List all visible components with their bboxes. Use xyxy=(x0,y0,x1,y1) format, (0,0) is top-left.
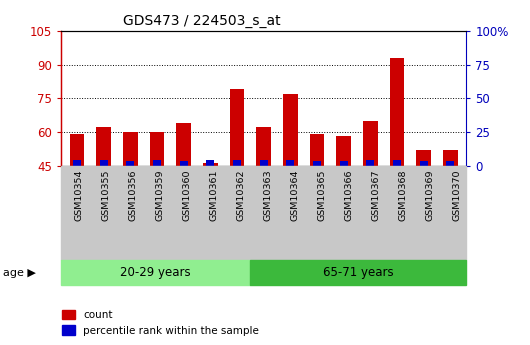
Bar xyxy=(417,150,431,166)
Bar xyxy=(390,58,404,166)
Text: GSM10361: GSM10361 xyxy=(210,169,218,220)
Text: 65-71 years: 65-71 years xyxy=(323,266,394,279)
Bar xyxy=(100,160,108,166)
Text: GSM10359: GSM10359 xyxy=(156,169,164,220)
Bar xyxy=(153,160,161,166)
Bar xyxy=(180,161,188,166)
Bar xyxy=(123,132,138,166)
Bar xyxy=(229,89,244,166)
Text: GSM10354: GSM10354 xyxy=(74,169,83,220)
Legend: count, percentile rank within the sample: count, percentile rank within the sample xyxy=(58,306,263,340)
Bar xyxy=(149,132,164,166)
Bar xyxy=(96,127,111,166)
Text: GSM10356: GSM10356 xyxy=(129,169,137,220)
Text: GDS473 / 224503_s_at: GDS473 / 224503_s_at xyxy=(122,14,280,28)
Text: 20-29 years: 20-29 years xyxy=(120,266,191,279)
Bar xyxy=(313,161,321,166)
Text: age ▶: age ▶ xyxy=(3,268,36,277)
Text: GSM10366: GSM10366 xyxy=(345,169,354,220)
Text: GSM10362: GSM10362 xyxy=(236,169,245,220)
Bar xyxy=(340,161,348,166)
Bar xyxy=(283,94,298,166)
Bar xyxy=(363,121,378,166)
Bar xyxy=(420,161,428,166)
Bar xyxy=(73,160,81,166)
Text: GSM10369: GSM10369 xyxy=(426,169,435,220)
Text: GSM10364: GSM10364 xyxy=(291,169,299,220)
Bar xyxy=(257,127,271,166)
Text: GSM10355: GSM10355 xyxy=(102,169,110,220)
Bar xyxy=(446,161,454,166)
Text: GSM10363: GSM10363 xyxy=(264,169,272,221)
Text: GSM10365: GSM10365 xyxy=(318,169,326,220)
Bar xyxy=(206,160,214,166)
Text: GSM10368: GSM10368 xyxy=(399,169,408,220)
Text: GSM10360: GSM10360 xyxy=(182,169,191,220)
Text: GSM10370: GSM10370 xyxy=(453,169,462,220)
Bar xyxy=(260,160,268,166)
Bar xyxy=(233,160,241,166)
Bar xyxy=(286,160,294,166)
Text: GSM10367: GSM10367 xyxy=(372,169,381,220)
Bar xyxy=(203,163,218,166)
Bar xyxy=(69,134,84,166)
Bar xyxy=(310,134,324,166)
Bar xyxy=(393,160,401,166)
Bar xyxy=(366,160,374,166)
Bar xyxy=(443,150,458,166)
Bar xyxy=(176,123,191,166)
Bar xyxy=(126,161,134,166)
Bar xyxy=(337,136,351,166)
